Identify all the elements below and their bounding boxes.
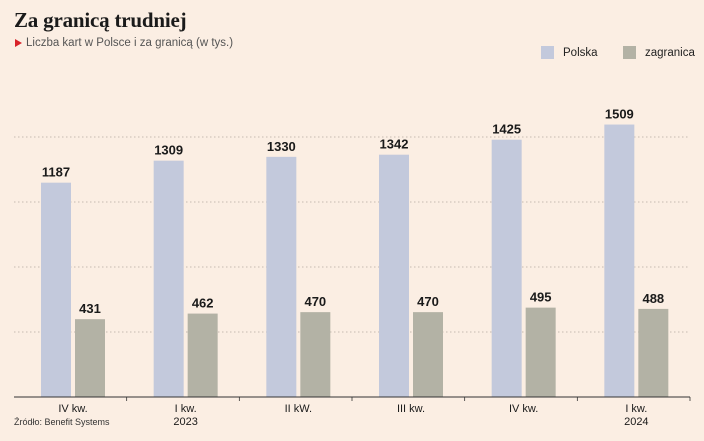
legend-label-polska: Polska	[563, 46, 598, 59]
data-label-polska-0: 1187	[42, 165, 70, 180]
legend-item-polska: Polska	[541, 46, 598, 59]
bar-polska-2	[266, 156, 297, 397]
bar-polska-0	[41, 182, 71, 397]
data-label-zagranica-4: 495	[530, 290, 552, 305]
data-label-polska-4: 1425	[492, 122, 521, 137]
x-tick-label-1-1: 2023	[173, 416, 197, 428]
data-label-zagranica-1: 462	[192, 296, 214, 311]
x-tick-label-0-0: IV kw.	[58, 403, 87, 415]
bar-polska-3	[379, 154, 409, 397]
x-tick-label-3-0: III kw.	[397, 403, 425, 415]
legend-swatch-polska	[541, 46, 554, 59]
legend-item-zagranica: zagranica	[623, 46, 695, 59]
bar-zagranica-2	[300, 312, 331, 397]
bar-zagranica-1	[187, 313, 218, 397]
chart-subtitle: Liczba kart w Polsce i za granicą (w tys…	[15, 37, 233, 49]
data-label-zagranica-5: 488	[642, 291, 664, 306]
data-label-polska-3: 1342	[380, 137, 409, 152]
x-tick-label-4-0: IV kw.	[509, 403, 538, 415]
triangle-marker-icon	[15, 39, 22, 47]
x-tick-label-5-0: I kw.	[625, 403, 647, 415]
data-label-zagranica-0: 431	[79, 301, 101, 316]
bar-zagranica-0	[75, 319, 105, 397]
x-tick-label-1-0: I kw.	[175, 403, 197, 415]
data-label-zagranica-2: 470	[304, 294, 326, 309]
data-label-polska-2: 1330	[267, 139, 296, 154]
bar-polska-4	[491, 139, 522, 398]
bar-zagranica-3	[413, 312, 443, 397]
data-label-polska-5: 1509	[605, 107, 634, 122]
chart-title: Za granicą trudniej	[14, 8, 187, 32]
x-tick-label-2-0: II kW.	[285, 403, 313, 415]
bar-zagranica-5	[638, 308, 669, 397]
data-label-zagranica-3: 470	[417, 294, 439, 309]
source-note: Źródło: Benefit Systems	[14, 417, 110, 427]
x-tick-label-5-1: 2024	[624, 416, 648, 428]
data-label-polska-1: 1309	[154, 143, 183, 158]
chart-subtitle-text: Liczba kart w Polsce i za granicą (w tys…	[26, 37, 234, 49]
bar-zagranica-4	[525, 307, 556, 397]
legend-label-zagranica: zagranica	[645, 46, 695, 59]
legend-swatch-zagranica	[623, 46, 636, 59]
bar-polska-1	[153, 160, 184, 397]
bar-polska-5	[604, 124, 635, 398]
